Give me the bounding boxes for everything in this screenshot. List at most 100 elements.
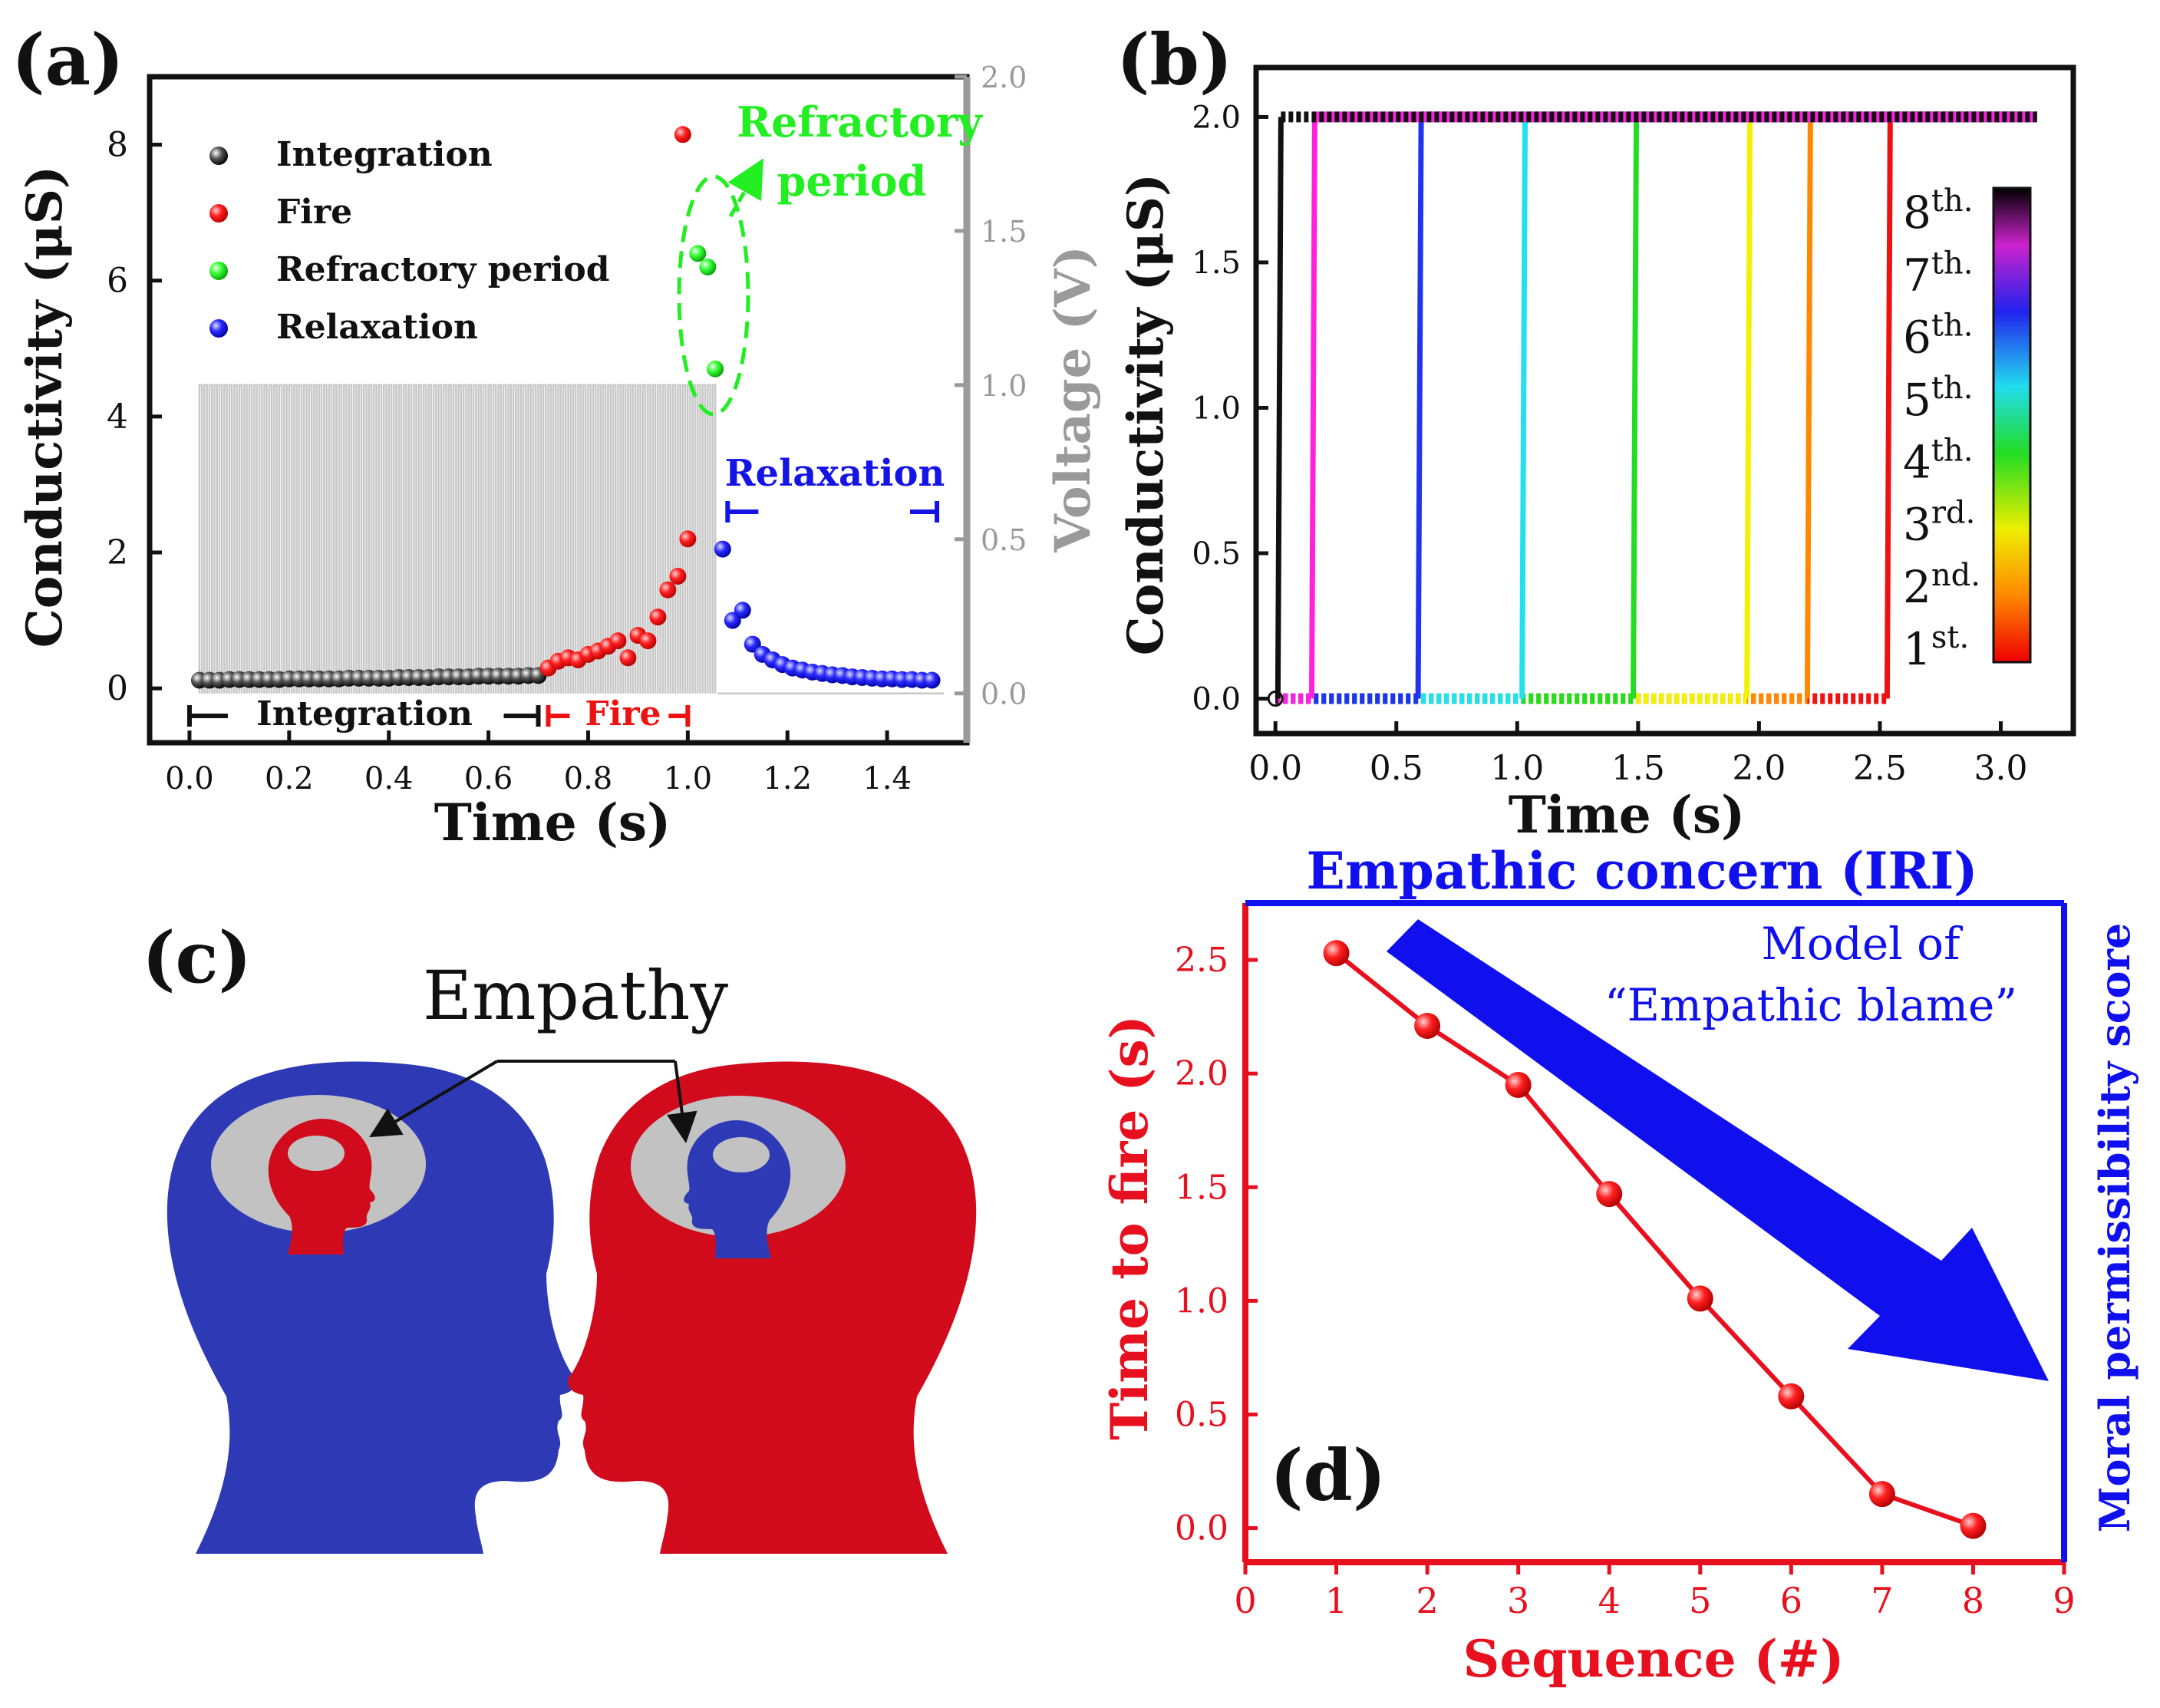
series-point (1960, 1512, 1987, 1539)
relaxation-phase-label: Relaxation (725, 452, 945, 495)
x-tick-label: 8 (1962, 1580, 1984, 1621)
point-fire (619, 649, 637, 667)
refractory-ellipse (677, 174, 750, 417)
integration-phase-label: Integration (256, 694, 473, 734)
x-axis-ticks: 0.0 0.5 1.0 1.5 2.0 2.5 3.0 (1248, 721, 2027, 788)
y-tick-label: 0.0 (1192, 682, 1241, 717)
point-fire-outlier (674, 126, 691, 143)
left-inner-brain (288, 1136, 345, 1171)
y2-axis-label: Moral permissibility score (2090, 923, 2139, 1533)
y2-tick-label: 0.0 (981, 678, 1027, 711)
y-tick-label: 2.5 (1175, 941, 1228, 980)
point-relaxation (923, 671, 941, 689)
x-tick-label: 2.0 (1732, 749, 1786, 788)
x-tick-label: 7 (1871, 1580, 1893, 1621)
point-relaxation (734, 602, 751, 619)
x-tick-label: 0.0 (165, 761, 214, 796)
x-tick-label: 3.0 (1974, 749, 2027, 788)
y-tick-label: 1.0 (1192, 391, 1241, 426)
point-fire (679, 530, 697, 548)
panel-c-title: Empathy (423, 956, 729, 1035)
x-tick-label: 4 (1598, 1580, 1621, 1621)
x-axis-ticks: 0.0 0.2 0.4 0.6 0.8 1.0 1.2 1.4 (165, 730, 912, 796)
y-tick-label: 0 (107, 669, 128, 708)
y-tick-label: 2 (107, 533, 128, 572)
data-points (190, 126, 941, 689)
colorbar-label: 3rd. (1903, 496, 1975, 551)
series-point (1596, 1181, 1623, 1208)
x-tick-label: 3 (1507, 1580, 1529, 1621)
y-axis-label: Conductivity (μS) (16, 166, 74, 648)
x-tick-label: 0.6 (464, 761, 513, 796)
x-tick-label: 0.4 (364, 761, 414, 796)
colorbar-label: 8th. (1903, 183, 1973, 239)
y-axis-label: Time to fire (s) (1100, 1015, 1159, 1440)
x-tick-label: 1.5 (1611, 749, 1665, 788)
trace-fire-edge (1744, 117, 1753, 699)
trace-fire-edge (1884, 117, 1893, 699)
trace-fire-edge (1804, 117, 1813, 699)
x-tick-label: 1.2 (763, 761, 812, 796)
y-axis-ticks: 0.0 0.5 1.0 1.5 2.0 (1192, 100, 1268, 717)
x-tick-label: 2 (1416, 1580, 1438, 1621)
panel-d-label: (d) (1270, 1434, 1386, 1517)
y2-axis-label: Voltage (V) (1044, 246, 1102, 553)
refractory-arrow (727, 158, 763, 218)
fire-phase-label: Fire (585, 694, 661, 734)
start-marker (1267, 691, 1284, 707)
colorbar-label: 1st. (1903, 620, 1969, 675)
panel-b-label: (b) (1116, 18, 1232, 101)
legend: Integration Fire Refractory period Relax… (209, 135, 609, 347)
colorbar-label: 6th. (1903, 308, 1973, 364)
colorbar-label: 7th. (1903, 246, 1973, 301)
y2-tick-label: 0.5 (981, 523, 1027, 557)
y-axis-label: Conductivity (μS) (1117, 173, 1175, 655)
y-tick-label: 8 (107, 126, 128, 165)
model-label-line2: “Empathic blame” (1604, 979, 2017, 1031)
y-tick-label: 0.0 (1175, 1509, 1228, 1548)
series-point (1414, 1012, 1441, 1039)
conductivity-traces (1267, 111, 2037, 707)
trace-8th (1275, 111, 2037, 704)
x-tick-label: 0.0 (1248, 749, 1302, 788)
x-axis-label: Time (s) (1509, 785, 1746, 845)
y-tick-label: 6 (107, 262, 128, 301)
y-tick-label: 0.5 (1192, 536, 1241, 572)
series-point (1778, 1383, 1805, 1410)
arrow-to-right-head (667, 1060, 697, 1143)
refractory-label-line2: period (777, 157, 927, 206)
x-tick-label: 0.8 (564, 761, 613, 796)
trace-fire-edge (1631, 117, 1640, 699)
x-axis-ticks: 0 1 2 3 4 5 6 7 8 9 (1234, 1562, 2076, 1621)
model-label-line1: Model of (1761, 918, 1963, 970)
y-tick-label: 4 (107, 397, 128, 437)
series-point (1505, 1071, 1532, 1098)
y-axis-ticks: 0 2 4 6 8 (107, 126, 162, 708)
panel-d: Empathic concern (IRI) 0 1 2 3 4 5 6 7 8 9 0.0 0.5… (1100, 841, 2139, 1689)
y2-tick-label: 1.0 (981, 369, 1027, 403)
empathic-blame-arrow (1387, 919, 2049, 1381)
colorbar-label: 2nd. (1903, 558, 1980, 613)
x-tick-label: 1.4 (862, 761, 912, 796)
colorbar-labels: 8th. 7th. 6th. 5th. 4th. 3rd. 2nd. 1st. (1903, 183, 1980, 675)
x-tick-label: 0.5 (1370, 749, 1423, 788)
y-tick-label: 1.0 (1175, 1281, 1228, 1321)
y2-tick-label: 1.5 (981, 215, 1027, 249)
legend-marker-fire (209, 204, 228, 223)
colorbar-label: 4th. (1903, 433, 1973, 488)
trace-fire-edge (1415, 117, 1424, 699)
point-refractory-period (699, 259, 717, 275)
legend-marker-integration (209, 147, 228, 165)
refractory-label-line1: Refractory (737, 97, 983, 147)
point-fire (609, 632, 627, 650)
panel-a-label: (a) (12, 18, 124, 101)
y-axis-ticks: 0.0 0.5 1.0 1.5 2.0 2.5 (1175, 941, 1258, 1548)
x-axis-label: Time (s) (434, 793, 671, 852)
point-fire (639, 632, 657, 650)
x-tick-label: 2.5 (1853, 749, 1907, 788)
x-tick-label: 0 (1234, 1580, 1256, 1621)
x-tick-label: 9 (2053, 1580, 2075, 1621)
trace-fire-edge (1308, 117, 1317, 699)
panel-c: (c) Empathy (142, 916, 977, 1554)
